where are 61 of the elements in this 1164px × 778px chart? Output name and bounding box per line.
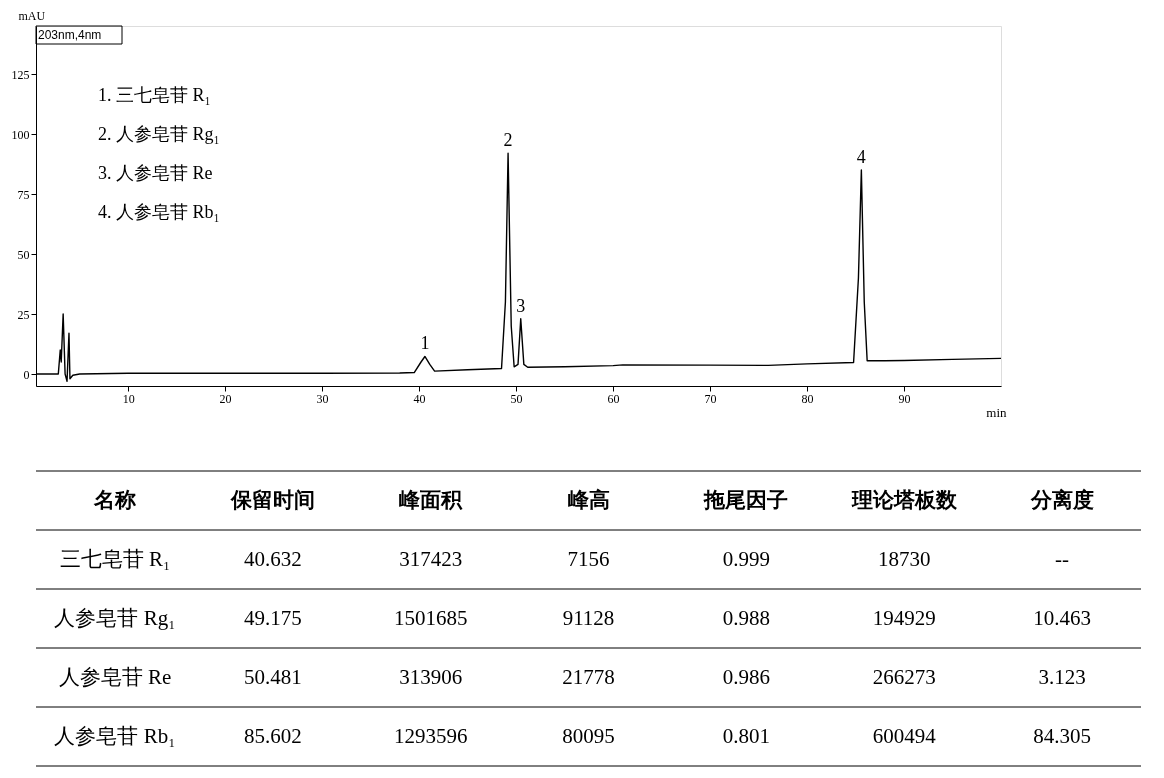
y-tick-label: 25 bbox=[17, 307, 30, 322]
text: 600494 bbox=[872, 723, 937, 748]
x-tick-label: 90 bbox=[898, 391, 911, 406]
text: 0.986 bbox=[722, 664, 770, 689]
text: 1501685 bbox=[393, 605, 468, 630]
x-tick-label: 20 bbox=[219, 391, 232, 406]
text: 峰高 bbox=[567, 487, 610, 512]
text: 1293596 bbox=[393, 723, 468, 748]
text: 10.463 bbox=[1033, 605, 1091, 630]
text: 0.988 bbox=[722, 605, 770, 630]
text: 84.305 bbox=[1033, 723, 1091, 748]
text: 保留时间 bbox=[229, 487, 315, 512]
text: 3.123 bbox=[1038, 664, 1086, 689]
text: 人参皂苷 Re bbox=[58, 664, 172, 689]
text: 0.801 bbox=[722, 723, 770, 748]
annotation: 3 bbox=[516, 295, 526, 316]
text: 80095 bbox=[562, 723, 615, 748]
text: 40.632 bbox=[243, 546, 302, 571]
annotation: 1 bbox=[420, 333, 430, 354]
text: 266273 bbox=[872, 664, 936, 689]
y-axis-title: mAU bbox=[18, 8, 46, 23]
y-tick-label: 50 bbox=[17, 247, 30, 262]
y-tick-label: 100 bbox=[11, 127, 30, 142]
text: 理论塔板数 bbox=[850, 487, 958, 512]
text: 313906 bbox=[399, 664, 463, 689]
text: 194929 bbox=[872, 605, 936, 630]
x-tick-label: 60 bbox=[607, 391, 620, 406]
text: 21778 bbox=[562, 664, 615, 689]
x-tick-label: 70 bbox=[704, 391, 717, 406]
text: 50.481 bbox=[243, 664, 302, 689]
x-axis-title: min bbox=[986, 404, 1007, 420]
x-tick-label: 80 bbox=[801, 391, 814, 406]
y-tick-label: 0 bbox=[23, 367, 30, 382]
text: 49.175 bbox=[243, 605, 302, 630]
text: 0.999 bbox=[722, 546, 770, 571]
text: 人参皂苷 Rb₁ bbox=[54, 723, 176, 748]
text: 三七皂苷 R₁ bbox=[59, 546, 171, 571]
x-tick-label: 40 bbox=[413, 391, 426, 406]
text: 85.602 bbox=[243, 723, 302, 748]
text: 名称 bbox=[92, 487, 136, 512]
annotation: 4. 人参皂苷 Rb₁ bbox=[98, 202, 220, 222]
text: -- bbox=[1055, 546, 1070, 571]
x-tick-label: 30 bbox=[316, 391, 329, 406]
text: 317423 bbox=[399, 546, 463, 571]
annotation: 4 bbox=[856, 147, 866, 167]
annotation: 2. 人参皂苷 Rg₁ bbox=[98, 124, 220, 144]
text: 分离度 bbox=[1029, 487, 1094, 512]
text: 7156 bbox=[567, 546, 610, 571]
text: 峰面积 bbox=[399, 487, 464, 512]
y-tick-label: 75 bbox=[17, 187, 30, 202]
annotation: 203nm,4nm bbox=[38, 28, 102, 42]
text: 18730 bbox=[877, 546, 931, 571]
text: 拖尾因子 bbox=[703, 487, 789, 512]
x-tick-label: 10 bbox=[122, 391, 135, 406]
text: 人参皂苷 Rg₁ bbox=[54, 605, 176, 630]
x-tick-label: 50 bbox=[510, 391, 523, 406]
annotation: 3. 人参皂苷 Re bbox=[98, 163, 213, 183]
text: 91128 bbox=[562, 605, 615, 630]
annotation: 1. 三七皂苷 R₁ bbox=[98, 85, 211, 105]
annotation: 2 bbox=[503, 130, 513, 151]
y-tick-label: 125 bbox=[11, 67, 30, 82]
